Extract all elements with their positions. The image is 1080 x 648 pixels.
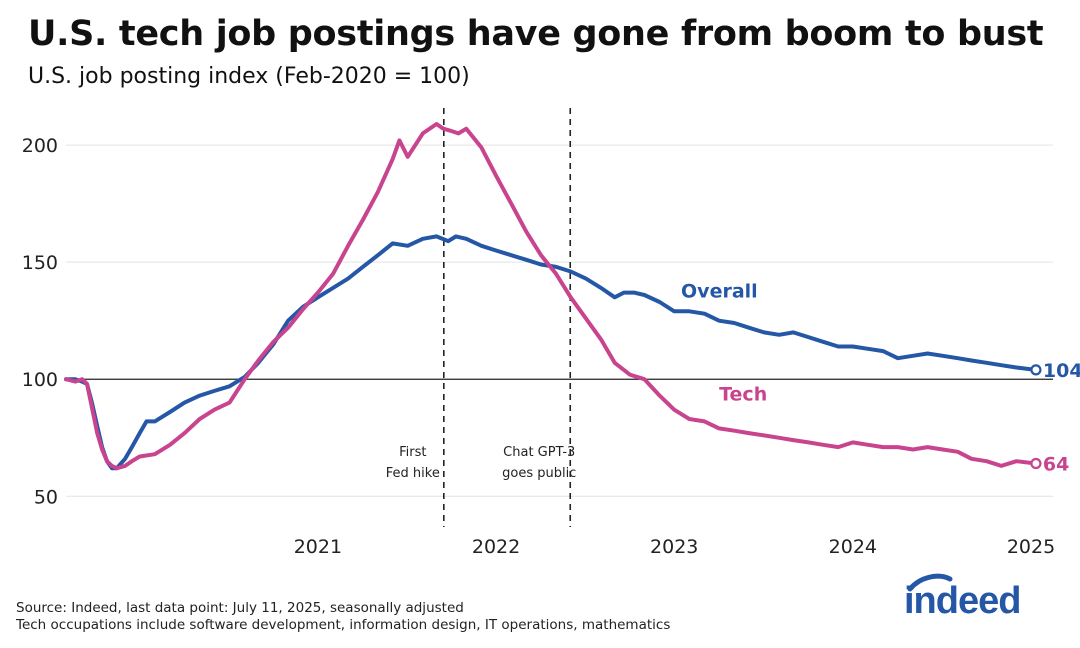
- x-tick-label: 2021: [294, 536, 342, 558]
- footnote: Tech occupations include software develo…: [16, 617, 671, 633]
- source-note: Source: Indeed, last data point: July 11…: [16, 600, 464, 616]
- x-tick-label: 2024: [829, 536, 877, 558]
- series-labels: 104 64 Overall Tech: [681, 280, 1080, 475]
- series-name-label-tech: Tech: [719, 383, 767, 405]
- annotation-label: Chat GPT-3: [503, 445, 575, 460]
- y-tick-label: 200: [22, 135, 58, 157]
- logo-swoosh: [907, 573, 953, 592]
- end-value-label-overall: 104: [1043, 360, 1080, 382]
- y-tick-label: 150: [22, 252, 58, 274]
- axes: 50 100 150 200 2021 2022 2023 2024 2025: [22, 135, 1055, 558]
- grid-lines: [66, 144, 1053, 497]
- indeed-logo[interactable]: indeed: [902, 573, 1042, 623]
- annotations: First Fed hike Chat GPT-3 goes public: [386, 108, 576, 527]
- x-tick-label: 2025: [1007, 536, 1055, 558]
- logo-wordmark: indeed: [904, 580, 1020, 622]
- endpoint-marker-overall: [1030, 364, 1042, 376]
- series-lines: [64, 122, 1042, 471]
- annotation-label: Fed hike: [386, 466, 440, 481]
- series-line-tech: [64, 122, 1038, 471]
- endpoint-marker-tech: [1030, 457, 1042, 470]
- annotation-label: First: [399, 445, 426, 460]
- chart-title: U.S. tech job postings have gone from bo…: [28, 14, 1044, 54]
- series-name-label-overall: Overall: [681, 280, 758, 302]
- end-value-label-tech: 64: [1043, 454, 1069, 476]
- x-tick-label: 2023: [650, 536, 698, 558]
- y-tick-label: 50: [34, 486, 58, 508]
- chart-subtitle: U.S. job posting index (Feb-2020 = 100): [28, 64, 470, 89]
- y-tick-label: 100: [22, 369, 58, 391]
- annotation-label: goes public: [502, 466, 576, 481]
- line-chart: First Fed hike Chat GPT-3 goes public 50 100…: [22, 108, 1080, 558]
- series-line-overall: [64, 234, 1038, 471]
- x-tick-label: 2022: [472, 536, 520, 558]
